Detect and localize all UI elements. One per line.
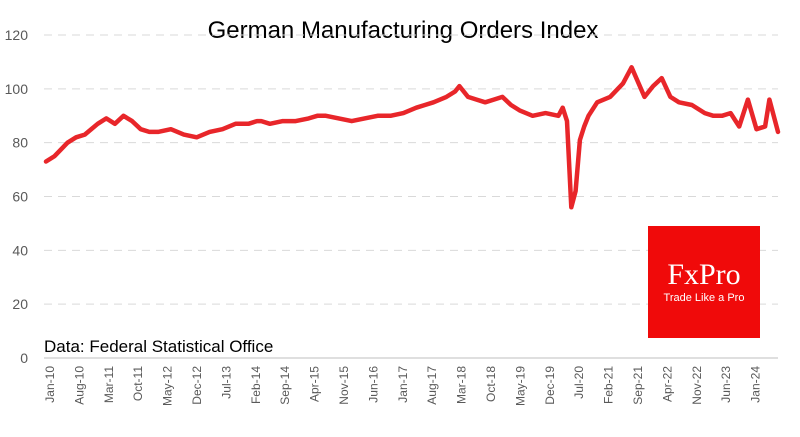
x-tick-label: Mar-18	[455, 366, 469, 404]
x-tick-label: Jun-16	[366, 366, 380, 403]
x-tick-label: Oct-18	[484, 366, 498, 402]
x-tick-label: May-19	[513, 366, 527, 406]
y-tick-label: 20	[12, 296, 28, 312]
x-axis-ticks: Jan-10 Aug-10 Mar-11 Oct-11 May-12 Dec-12 Jul-…	[43, 366, 763, 406]
x-tick-label: Nov-22	[690, 366, 704, 405]
x-tick-label: Jul-20	[572, 366, 586, 399]
x-tick-label: Aug-17	[425, 366, 439, 405]
chart-title: German Manufacturing Orders Index	[208, 17, 599, 44]
fxpro-logo: FxPro Trade Like a Pro	[648, 226, 760, 338]
x-tick-label: Nov-15	[337, 366, 351, 405]
y-tick-label: 0	[20, 350, 28, 366]
source-note: Data: Federal Statistical Office	[44, 337, 273, 356]
x-tick-label: May-12	[161, 366, 175, 406]
logo-tagline: Trade Like a Pro	[664, 292, 745, 304]
x-tick-label: Jan-10	[43, 366, 57, 403]
x-tick-label: Feb-14	[249, 366, 263, 404]
x-tick-label: Apr-15	[308, 366, 322, 402]
x-tick-label: Aug-10	[72, 366, 86, 405]
x-tick-label: Dec-19	[543, 366, 557, 405]
y-axis-ticks: 0 20 40 60 80 100 120	[5, 27, 29, 366]
y-tick-label: 60	[12, 189, 28, 205]
x-tick-label: Sep-21	[631, 366, 645, 405]
y-tick-label: 100	[5, 81, 29, 97]
y-tick-label: 80	[12, 135, 28, 151]
x-tick-label: Sep-14	[278, 366, 292, 405]
x-tick-label: Jun-23	[719, 366, 733, 403]
logo-background	[648, 226, 760, 338]
grid-lines	[44, 34, 778, 305]
y-tick-label: 40	[12, 242, 28, 258]
x-tick-label: Feb-21	[602, 366, 616, 404]
x-tick-label: Apr-22	[660, 366, 674, 402]
x-tick-label: Oct-11	[131, 366, 145, 401]
x-tick-label: Jan-24	[749, 366, 763, 403]
x-tick-label: Jan-17	[396, 366, 410, 403]
logo-brand: FxPro	[667, 258, 740, 291]
x-tick-label: Jul-13	[219, 366, 233, 399]
x-tick-label: Mar-11	[102, 366, 116, 403]
series-line-manufacturing-orders	[43, 65, 781, 210]
x-tick-label: Dec-12	[190, 366, 204, 405]
y-tick-label: 120	[5, 27, 29, 43]
